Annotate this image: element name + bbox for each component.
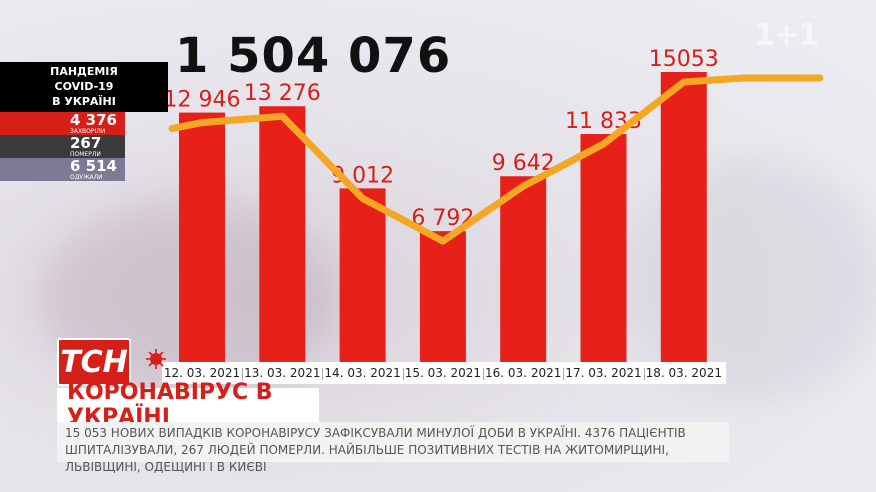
stat-recovered-label: ОДУЖАЛИ — [70, 173, 103, 181]
stat-dead: 267 ПОМЕРЛИ — [0, 135, 125, 158]
date-tick-label: 15. 03. 2021 — [404, 366, 482, 380]
stat-dead-value: 267 — [70, 133, 102, 152]
date-tick-label: 12. 03. 2021 — [163, 366, 241, 380]
bar-1 — [259, 106, 306, 362]
bar-0 — [179, 112, 225, 362]
stats-header: ПАНДЕМІЯ COVID-19 В УКРАЇНІ — [0, 62, 168, 112]
date-tick-label: 17. 03. 2021 — [565, 366, 642, 380]
stats-header-line: COVID-19 — [54, 80, 114, 93]
channel-logo: 1+1 — [754, 18, 819, 53]
total-cases: 1 504 076 — [175, 28, 452, 84]
date-separator — [402, 368, 404, 380]
stats-header-line: ПАНДЕМІЯ — [50, 65, 118, 78]
date-tick-label: 16. 03. 2021 — [485, 366, 562, 380]
stats-panel: ПАНДЕМІЯ COVID-19 В УКРАЇНІ 4 376 ЗАХВОР… — [0, 62, 168, 181]
date-strip — [162, 362, 726, 384]
date-separator — [242, 368, 244, 380]
stat-recovered: 6 514 ОДУЖАЛИ — [0, 158, 125, 181]
stats-header-line: В УКРАЇНІ — [52, 95, 116, 108]
date-separator — [483, 368, 485, 380]
date-tick-label: 13. 03. 2021 — [244, 366, 321, 380]
date-tick-label: 18. 03. 2021 — [645, 366, 722, 380]
stat-sick-value: 4 376 — [70, 110, 117, 129]
headline: КОРОНАВІРУС В УКРАЇНІ — [57, 380, 319, 430]
date-separator — [563, 368, 565, 380]
date-separator — [643, 368, 645, 380]
bar-value-label: 12 946 — [164, 88, 241, 113]
tsn-logo: ТСН — [57, 338, 131, 386]
bar-4 — [500, 176, 547, 362]
trend-line — [168, 74, 824, 245]
news-ticker: 15 053 НОВИХ ВИПАДКІВ КОРОНАВІРУСУ ЗАФІК… — [57, 422, 729, 474]
bar-3 — [419, 231, 466, 362]
stat-sick-label: ЗАХВОРІЛИ — [70, 127, 106, 135]
date-tick-label: 14. 03. 2021 — [324, 366, 401, 380]
bar-value-label: 13 276 — [244, 81, 321, 106]
stat-dead-label: ПОМЕРЛИ — [70, 150, 101, 158]
bar-group — [179, 72, 707, 362]
stat-sick: 4 376 ЗАХВОРІЛИ — [0, 112, 125, 135]
bar-5 — [580, 134, 627, 362]
virus-icon — [146, 349, 166, 369]
bar-value-label: 15053 — [649, 47, 719, 72]
date-separator — [322, 368, 324, 380]
stat-recovered-value: 6 514 — [70, 156, 117, 175]
bar-6 — [660, 72, 707, 362]
bar-2 — [339, 188, 386, 362]
